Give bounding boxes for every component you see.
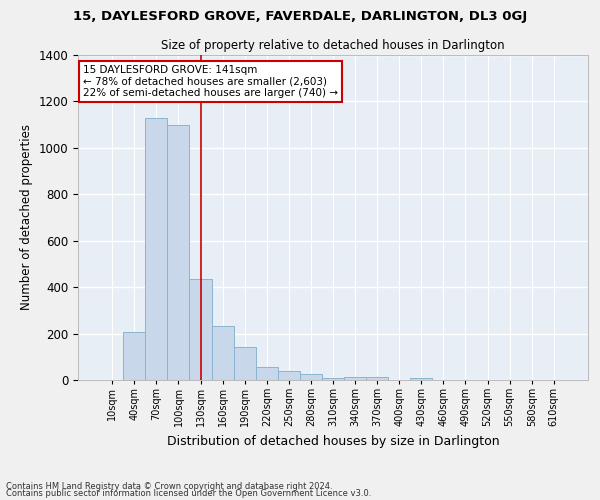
Bar xyxy=(256,367,278,380)
Text: 15, DAYLESFORD GROVE, FAVERDALE, DARLINGTON, DL3 0GJ: 15, DAYLESFORD GROVE, FAVERDALE, DARLING… xyxy=(73,10,527,23)
Bar xyxy=(167,126,190,380)
Bar xyxy=(233,347,256,380)
Bar xyxy=(145,118,167,380)
Bar xyxy=(123,332,145,380)
Bar xyxy=(300,374,322,380)
Bar xyxy=(322,378,344,380)
Bar xyxy=(212,326,233,380)
Text: 15 DAYLESFORD GROVE: 141sqm
← 78% of detached houses are smaller (2,603)
22% of : 15 DAYLESFORD GROVE: 141sqm ← 78% of det… xyxy=(83,64,338,98)
Text: Contains public sector information licensed under the Open Government Licence v3: Contains public sector information licen… xyxy=(6,490,371,498)
Bar xyxy=(410,378,433,380)
Bar xyxy=(278,371,300,380)
X-axis label: Distribution of detached houses by size in Darlington: Distribution of detached houses by size … xyxy=(167,434,499,448)
Text: Contains HM Land Registry data © Crown copyright and database right 2024.: Contains HM Land Registry data © Crown c… xyxy=(6,482,332,491)
Bar xyxy=(344,376,366,380)
Bar xyxy=(190,279,212,380)
Bar xyxy=(366,376,388,380)
Title: Size of property relative to detached houses in Darlington: Size of property relative to detached ho… xyxy=(161,40,505,52)
Y-axis label: Number of detached properties: Number of detached properties xyxy=(20,124,33,310)
